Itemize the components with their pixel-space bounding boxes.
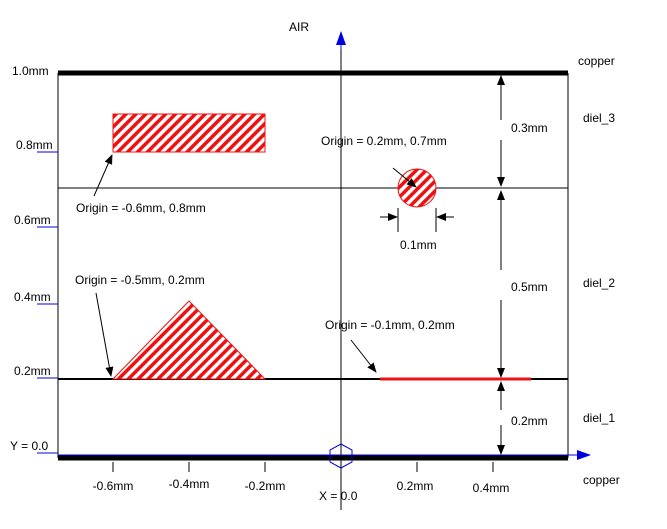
y-tick: 0.8mm xyxy=(16,138,53,152)
y-tick: 1.0mm xyxy=(12,64,49,78)
y-tick: 0.4mm xyxy=(14,290,51,304)
circle-origin-label: Origin = 0.2mm, 0.7mm xyxy=(321,134,447,148)
triangle-origin-label: Origin = -0.5mm, 0.2mm xyxy=(75,273,205,287)
dim-diel-1: 0.2mm xyxy=(511,414,548,428)
x-tick: -0.2mm xyxy=(245,479,286,493)
circle-origin-arrow xyxy=(392,167,417,188)
x-ticks: -0.6mm -0.4mm -0.2mm 0.2mm 0.4mm X = 0.0 xyxy=(93,462,510,503)
dim-diel-3: 0.3mm xyxy=(511,121,548,135)
layer-top-copper: copper xyxy=(578,54,615,68)
x-tick: 0.4mm xyxy=(473,481,510,495)
dim-diel-2: 0.5mm xyxy=(511,280,548,294)
x-tick: 0.2mm xyxy=(397,479,434,493)
rect-conductor xyxy=(112,113,266,153)
x-tick: -0.4mm xyxy=(169,477,210,491)
y-tick: 0.2mm xyxy=(14,364,51,378)
strip-origin-arrow xyxy=(350,339,377,373)
layer-diel-2: diel_2 xyxy=(583,276,615,290)
air-label: AIR xyxy=(289,20,309,34)
layer-bottom-copper: copper xyxy=(583,473,620,487)
origin-marker-icon xyxy=(329,443,353,469)
y-origin-label: Y = 0.0 xyxy=(10,439,48,453)
triangle-origin-arrow xyxy=(95,292,114,377)
circle-conductor xyxy=(397,168,437,208)
rect-origin-label: Origin = -0.6mm, 0.8mm xyxy=(76,201,206,215)
layer-diel-1: diel_1 xyxy=(583,411,615,425)
layer-diel-3: diel_3 xyxy=(583,111,615,125)
y-tick: 0.6mm xyxy=(14,213,51,227)
x-tick: -0.6mm xyxy=(93,479,134,493)
dim-circle-diameter: 0.1mm xyxy=(400,238,437,252)
strip-origin-label: Origin = -0.1mm, 0.2mm xyxy=(325,318,455,332)
rect-origin-arrow xyxy=(93,154,113,197)
triangle-conductor xyxy=(111,300,267,380)
dimensions: 0.3mm 0.5mm 0.2mm 0.1mm xyxy=(380,75,548,455)
x-origin-label: X = 0.0 xyxy=(319,489,358,503)
y-ticks: 1.0mm 0.8mm 0.6mm 0.4mm 0.2mm Y = 0.0 xyxy=(10,64,58,454)
